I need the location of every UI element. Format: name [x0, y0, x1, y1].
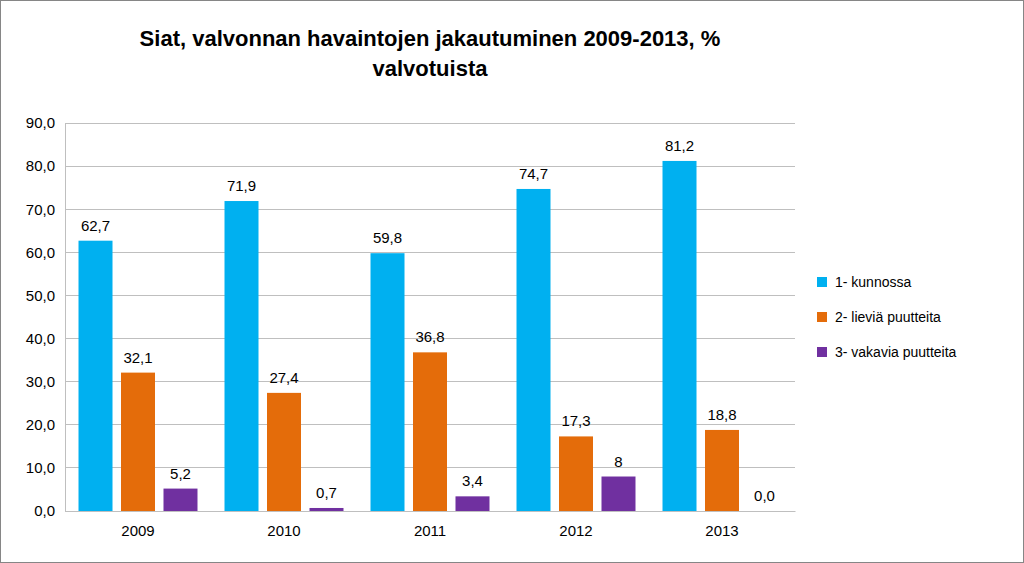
bar — [121, 373, 155, 511]
data-label: 59,8 — [373, 229, 402, 246]
y-tick: 40,0 — [26, 330, 65, 347]
bar — [225, 201, 259, 511]
y-tick-label: 80,0 — [26, 157, 55, 174]
legend-label: 2- lieviä puutteita — [835, 309, 941, 325]
y-tick: 70,0 — [26, 201, 65, 218]
bar — [267, 393, 301, 511]
legend-item: 1- kunnossa — [817, 274, 911, 290]
bars — [79, 161, 739, 511]
x-tick-label: 2010 — [267, 522, 300, 539]
y-tick: 60,0 — [26, 244, 65, 261]
legend: 1- kunnossa 2- lieviä puutteita 3- vakavia… — [817, 274, 957, 360]
bar — [413, 352, 447, 511]
data-label: 74,7 — [519, 165, 548, 182]
data-labels: 62,7 71,9 59,8 74,7 81,2 32,1 27,4 36,8 17,3 18,8… — [81, 137, 775, 504]
data-label: 5,2 — [170, 465, 191, 482]
bar — [705, 430, 739, 511]
bar — [601, 477, 635, 511]
y-axis-line — [65, 124, 66, 512]
x-tick: 2010 — [267, 511, 300, 539]
data-label: 81,2 — [665, 137, 694, 154]
y-tick-label: 40,0 — [26, 330, 55, 347]
plot: 0,010,020,030,040,050,060,070,080,090,02… — [26, 114, 796, 538]
y-tick: 0,0 — [34, 502, 65, 519]
x-tick: 2013 — [705, 511, 738, 539]
data-label: 62,7 — [81, 217, 110, 234]
y-tick: 90,0 — [26, 114, 65, 131]
y-tick: 80,0 — [26, 157, 65, 174]
bar — [455, 496, 489, 511]
y-tick-label: 90,0 — [26, 114, 55, 131]
data-label: 36,8 — [415, 328, 444, 345]
y-axis: 0,0 10,0 20,0 30,0 40,0 50,0 60,0 70,0 80,0 90,0 — [26, 114, 66, 519]
y-tick-label: 30,0 — [26, 373, 55, 390]
y-tick-label: 70,0 — [26, 201, 55, 218]
x-axis: 2009 2010 2011 2012 2013 — [66, 511, 796, 539]
grid — [65, 123, 795, 511]
y-tick-label: 10,0 — [26, 459, 55, 476]
x-tick-label: 2011 — [414, 522, 446, 539]
title: Siat, valvonnan havaintojen jakautuminen… — [140, 26, 721, 81]
bar — [371, 253, 405, 511]
y-tick-label: 20,0 — [26, 416, 55, 433]
x-axis-line — [66, 511, 796, 512]
bar — [559, 436, 593, 511]
legend-swatch — [817, 312, 827, 322]
bar — [163, 489, 197, 511]
data-label: 0,7 — [316, 484, 337, 501]
x-tick-label: 2009 — [121, 522, 154, 539]
legend-label: 3- vakavia puutteita — [835, 344, 957, 360]
legend-label: 1- kunnossa — [835, 274, 911, 290]
y-tick-label: 50,0 — [26, 287, 55, 304]
y-tick: 10,0 — [26, 459, 65, 476]
data-label: 27,4 — [269, 369, 298, 386]
x-tick-label: 2012 — [559, 522, 592, 539]
data-label: 17,3 — [561, 412, 590, 429]
bar — [79, 241, 113, 511]
y-tick-label: 0,0 — [34, 502, 55, 519]
legend-swatch — [817, 277, 827, 287]
legend-item: 3- vakavia puutteita — [817, 344, 957, 360]
x-tick: 2009 — [121, 511, 154, 539]
y-tick: 20,0 — [26, 416, 65, 433]
x-tick: 2012 — [559, 511, 592, 539]
x-tick-label: 2013 — [705, 522, 738, 539]
y-tick: 50,0 — [26, 287, 65, 304]
data-label: 3,4 — [462, 472, 483, 489]
data-label: 8 — [614, 453, 622, 470]
data-label: 71,9 — [227, 177, 256, 194]
x-tick: 2011 — [414, 511, 446, 539]
grid-line — [65, 123, 795, 124]
data-label: 18,8 — [707, 406, 736, 423]
data-label: 32,1 — [123, 349, 152, 366]
bar — [309, 508, 343, 511]
legend-swatch — [817, 347, 827, 357]
data-label: 0,0 — [754, 487, 775, 504]
legend-item: 2- lieviä puutteita — [817, 309, 941, 325]
chart-frame — [1, 1, 1024, 563]
chart: Siat, valvonnan havaintojen jakautuminen… — [0, 0, 1024, 563]
bar — [663, 161, 697, 511]
bar — [747, 511, 781, 512]
y-tick: 30,0 — [26, 373, 65, 390]
y-tick-label: 60,0 — [26, 244, 55, 261]
bar — [517, 189, 551, 511]
